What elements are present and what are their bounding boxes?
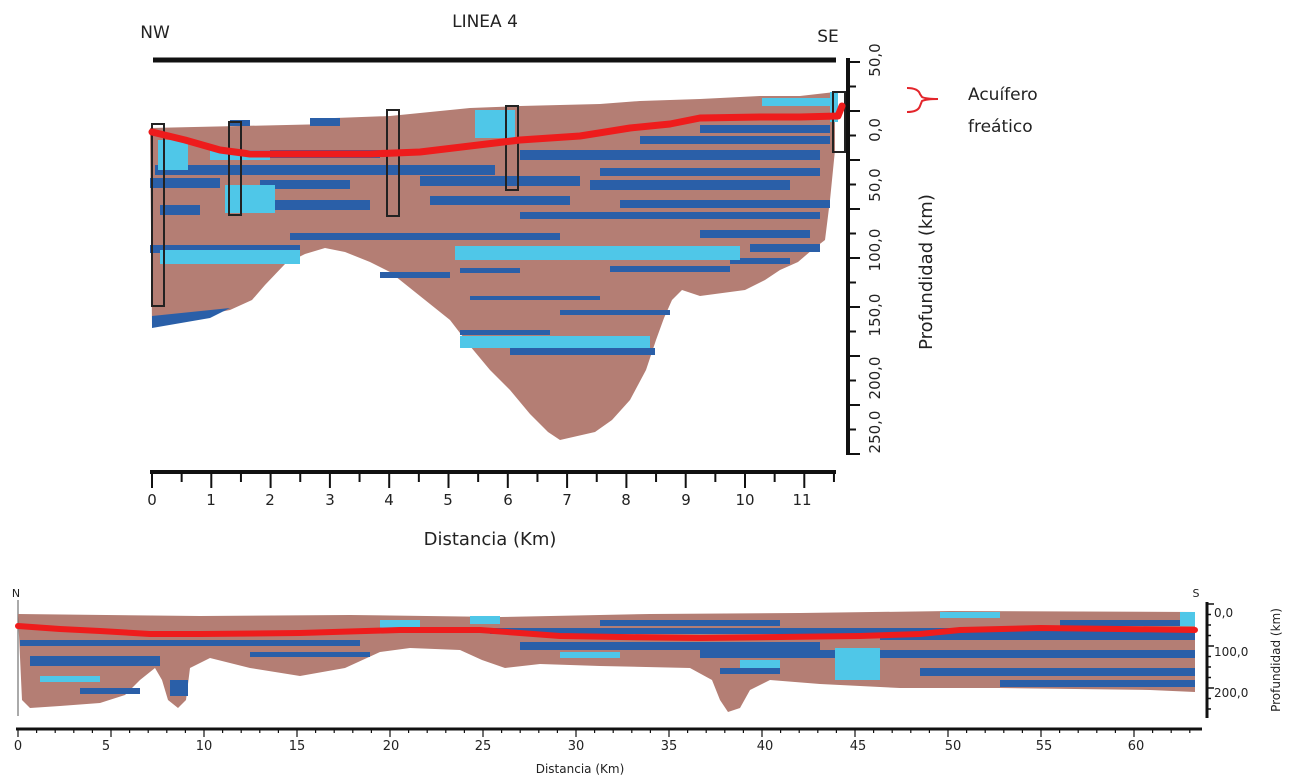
depth-tick-label: 100,0: [866, 229, 884, 272]
bottom-distance-tick-label: 45: [850, 739, 867, 754]
depth-tick-label: 250,0: [866, 411, 884, 454]
bottom-distance-tick-label: 40: [757, 739, 774, 754]
bottom-distance-tick-label: 5: [102, 739, 110, 754]
bottom-dark-layers: [20, 620, 1195, 696]
top-left-orientation-label: NW: [140, 23, 170, 43]
distance-tick-label: 7: [562, 491, 572, 509]
boreholes: [151, 91, 846, 307]
distance-tick-label: 3: [325, 491, 335, 509]
distance-tick-label: 5: [443, 491, 453, 509]
bottom-distance-tick-label: 20: [383, 739, 400, 754]
aquifer-annotation-line1: Acuífero: [968, 85, 1038, 105]
distance-tick-label: 10: [735, 491, 754, 509]
bottom-left-orientation-label: N: [12, 587, 20, 600]
top-cross-section: LINEA 4 NW SE: [140, 12, 1037, 550]
bottom-distance-tick-label: 30: [568, 739, 585, 754]
distance-axis: [150, 470, 836, 488]
depth-tick-label: 50,0: [866, 43, 884, 76]
bottom-distance-axis: [16, 727, 1202, 737]
depth-tick-label: 200,0: [866, 357, 884, 400]
distance-tick-label: 2: [265, 491, 275, 509]
dark-aquifer-layers: [150, 118, 830, 355]
bottom-distance-tick-label: 55: [1036, 739, 1053, 754]
bottom-right-orientation-label: S: [1193, 587, 1200, 600]
bottom-distance-tick-label: 50: [945, 739, 962, 754]
distance-tick-label: 6: [503, 491, 513, 509]
bottom-distance-tick-label: 60: [1128, 739, 1145, 754]
depth-tick-label: 0,0: [866, 118, 884, 142]
depth-tick-labels: 50,0 0,0 50,0 100,0 150,0 200,0 250,0: [866, 43, 884, 453]
distance-tick-label: 0: [147, 491, 157, 509]
bottom-distance-tick-label: 0: [14, 739, 22, 754]
depth-axis: [846, 58, 860, 455]
distance-tick-label: 8: [621, 491, 631, 509]
distance-tick-label: 4: [384, 491, 394, 509]
bottom-distance-tick-label: 35: [661, 739, 678, 754]
bottom-depth-tick-label: 0,0: [1214, 606, 1233, 620]
top-right-orientation-label: SE: [817, 27, 839, 47]
bottom-distance-axis-label: Distancia (Km): [536, 762, 625, 776]
borehole: [832, 91, 846, 153]
bottom-depth-tick-label: 100,0: [1214, 645, 1248, 659]
bottom-depth-tick-label: 200,0: [1214, 686, 1248, 700]
aquifer-annotation-line2: freático: [968, 117, 1033, 137]
bottom-distance-tick-label: 25: [475, 739, 492, 754]
borehole: [386, 109, 400, 217]
distance-tick-label: 1: [206, 491, 216, 509]
bottom-depth-axis: [1205, 602, 1214, 718]
bottom-distance-tick-label: 15: [289, 739, 306, 754]
borehole: [228, 121, 242, 216]
bottom-depth-axis-label: Profundidad (km): [1269, 608, 1283, 712]
bottom-depth-tick-labels: 0,0 100,0 200,0: [1214, 606, 1248, 700]
distance-tick-labels: 0 1 2 3 4 5 6 7 8 9 10 11: [147, 491, 811, 509]
bottom-distance-tick-label: 10: [196, 739, 213, 754]
aquifer-bracket: [906, 87, 939, 113]
bottom-water-table-line: [15, 623, 1198, 641]
distance-tick-label: 11: [792, 491, 811, 509]
distance-tick-label: 9: [681, 491, 691, 509]
water-table-line: [148, 102, 846, 158]
depth-axis-label: Profundidad (km): [916, 194, 937, 350]
depth-tick-label: 50,0: [866, 168, 884, 201]
top-section-title: LINEA 4: [452, 12, 518, 32]
clay-body: [150, 92, 835, 440]
bottom-light-layers: [40, 612, 1195, 682]
depth-tick-label: 150,0: [866, 294, 884, 337]
distance-axis-label: Distancia (Km): [424, 529, 557, 550]
borehole: [151, 123, 165, 307]
borehole: [505, 105, 519, 191]
bottom-distance-tick-labels: 0 5 10 15 20 25 30 35 40 45 50 55 60: [14, 739, 1144, 754]
bottom-cross-section: N S: [12, 587, 1283, 776]
